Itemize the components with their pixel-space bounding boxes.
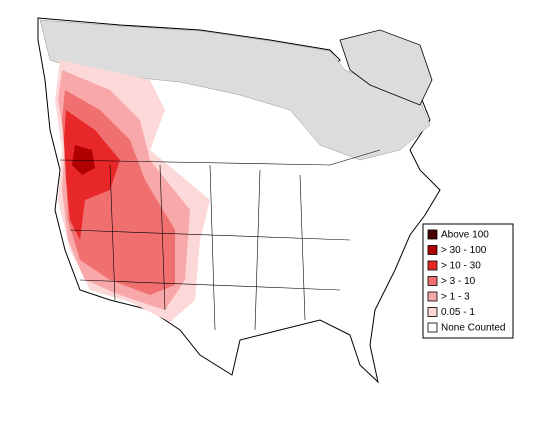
island (339, 29, 433, 106)
legend-label: 0.05 - 1 (441, 307, 475, 318)
legend-swatch (427, 291, 438, 302)
legend-label: None Counted (441, 323, 506, 334)
legend-label: > 30 - 100 (441, 245, 487, 256)
legend-swatch (427, 276, 438, 286)
legend-label: > 1 - 3 (441, 292, 470, 303)
legend-swatch (427, 260, 438, 271)
legend-swatch (427, 229, 438, 240)
boundaries (59, 149, 381, 331)
legend-label: > 10 - 30 (441, 261, 481, 272)
map-layer (37, 17, 441, 384)
range-10-30 (64, 110, 120, 240)
legend-swatch (427, 307, 438, 317)
range-30-100 (72, 145, 95, 175)
legend-swatch (427, 322, 438, 333)
legend-label: > 3 - 10 (441, 276, 476, 287)
legend-swatch (427, 245, 438, 255)
legend-label: Above 100 (441, 230, 489, 241)
legend-box (422, 223, 514, 339)
legend: Above 100 > 30 - 100 > 10 - 30 > 3 - 10 > 1 … (422, 223, 514, 339)
